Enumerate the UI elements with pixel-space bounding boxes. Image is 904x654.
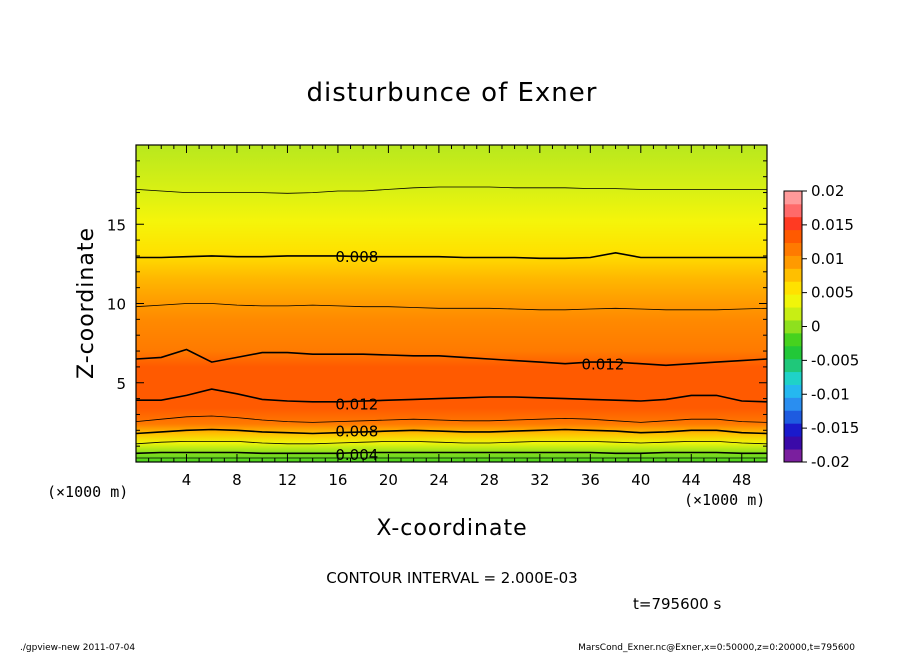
y-tick-label: 10	[107, 296, 126, 314]
colorbar-segment	[784, 307, 802, 321]
colorbar-segment	[784, 191, 802, 205]
contour-line-9	[136, 186, 767, 194]
contour-line-2	[136, 441, 767, 445]
contour-labels: 0.004 0.008 0.012 0.012 0.008	[335, 248, 624, 464]
colorbar-tick-label: -0.015	[811, 419, 859, 437]
contour-line-3	[136, 428, 767, 435]
colorbar-segment	[784, 397, 802, 411]
footer-left: ./gpview-new 2011-07-04	[20, 643, 135, 653]
y-tick-label: 15	[107, 216, 126, 234]
x-tick-label: 16	[328, 471, 347, 489]
x-tick-label: 28	[480, 471, 499, 489]
x-tick-label: 48	[732, 471, 751, 489]
contour-label-text: 0.012	[335, 395, 378, 413]
colorbar-segment	[784, 358, 802, 373]
colorbar-tick-label: -0.01	[811, 385, 850, 403]
colorbar-tick-label: -0.02	[811, 453, 850, 471]
colorbar-tick-label: 0.02	[811, 182, 844, 200]
contour-label-text: 0.012	[581, 356, 624, 374]
colorbar-tick-label: -0.005	[811, 351, 859, 369]
colorbar-segment	[784, 229, 802, 244]
colorbar-segment	[784, 436, 802, 450]
x-axis-label: X-coordinate	[376, 516, 527, 541]
colorbar-segment	[784, 255, 802, 269]
contour-line-4	[136, 415, 767, 423]
colorbar-segment	[784, 294, 802, 308]
contour-label-text: 0.008	[335, 248, 378, 266]
x-tick-label: 20	[379, 471, 398, 489]
colorbar-tick-label: 0.01	[811, 250, 844, 268]
contour-fill	[136, 145, 767, 462]
colorbar-segment	[784, 332, 802, 347]
colorbar-segment	[784, 281, 802, 295]
contour-label-1: 0.008	[335, 422, 378, 440]
plot-area: 0.004 0.008 0.012 0.012 0.008	[135, 144, 768, 464]
contour-label-3: 0.012	[581, 356, 624, 374]
y-axis: 5 10 15	[107, 160, 767, 447]
colorbar-segment	[784, 410, 802, 424]
x-tick-label: 36	[581, 471, 600, 489]
x-tick-label: 40	[631, 471, 650, 489]
x-tick-label: 44	[682, 471, 701, 489]
contour-line-8	[136, 251, 767, 260]
y-unit-label: (×1000 m)	[47, 483, 128, 501]
contour-line-6	[136, 348, 767, 367]
colorbar-segment	[784, 203, 802, 218]
contour-label-text: 0.008	[335, 422, 378, 440]
x-tick-label: 24	[429, 471, 448, 489]
contour-line-5	[136, 388, 767, 403]
contour-line-1	[136, 451, 767, 455]
time-label: t=795600 s	[633, 595, 721, 613]
colorbar-segment	[784, 242, 802, 256]
colorbar-segment	[784, 371, 802, 385]
colorbar-tick-label: 0.005	[811, 284, 854, 302]
colorbar-segment	[784, 384, 802, 398]
x-tick-label: 32	[530, 471, 549, 489]
x-unit-label: (×1000 m)	[684, 491, 765, 509]
x-tick-label: 8	[232, 471, 242, 489]
colorbar-segment	[784, 320, 802, 334]
contour-label-text: 0.004	[335, 446, 378, 464]
contour-lines	[136, 186, 767, 459]
colorbar-segment	[784, 345, 802, 360]
colorbar: 0.02 0.015 0.01 0.005 0 -0.005 -0.01 -0.015 -0.0…	[783, 182, 859, 471]
y-tick-label: 5	[116, 375, 126, 393]
x-axis: 4 8 12 16 20 24 28 32 36 40 44 48	[148, 145, 755, 489]
footer-right: MarsCond_Exner.nc@Exner,x=0:50000,z=0:20…	[578, 643, 855, 653]
contour-interval-note: CONTOUR INTERVAL = 2.000E-03	[326, 569, 577, 587]
contour-line-7	[136, 303, 767, 311]
colorbar-segment	[784, 449, 802, 463]
colorbar-tick-label: 0	[811, 318, 821, 336]
contour-label-4: 0.008	[335, 248, 378, 266]
contour-label-2: 0.012	[335, 395, 378, 413]
colorbar-segment	[784, 423, 802, 437]
colorbar-segment	[784, 216, 802, 231]
colorbar-tick-label: 0.015	[811, 216, 854, 234]
chart-title: disturbunce of Exner	[307, 78, 598, 108]
x-tick-label: 12	[278, 471, 297, 489]
y-axis-label: Z-coordinate	[74, 227, 99, 379]
x-tick-label: 4	[182, 471, 192, 489]
contour-label-0: 0.004	[335, 446, 378, 464]
colorbar-segment	[784, 268, 802, 282]
